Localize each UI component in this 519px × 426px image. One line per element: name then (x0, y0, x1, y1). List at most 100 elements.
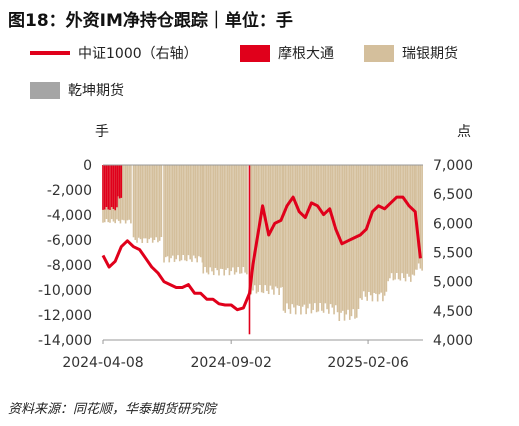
bar-瑞银期货 (362, 165, 365, 292)
bar-瑞银期货 (175, 165, 178, 260)
bar-瑞银期货 (185, 165, 188, 262)
bar-瑞银期货 (214, 165, 217, 268)
bar-瑞银期货 (253, 165, 256, 286)
bar-瑞银期货 (187, 165, 190, 256)
bar-瑞银期货 (153, 165, 156, 240)
bar-series-group (102, 165, 423, 335)
csi1000-line (101, 195, 422, 312)
bar-瑞银期货 (294, 165, 297, 315)
bar-瑞银期货 (130, 165, 132, 224)
bar-瑞银期货 (212, 165, 215, 276)
bar-瑞银期货 (198, 165, 200, 257)
bar-瑞银期货 (383, 165, 386, 296)
bar-瑞银期货 (199, 165, 202, 258)
bar-瑞银期货 (333, 165, 335, 315)
bar-瑞银期货 (192, 165, 195, 256)
bar-瑞银期货 (303, 165, 306, 305)
bar-瑞银期货 (314, 165, 316, 304)
bar-瑞银期货 (385, 165, 388, 292)
bar-瑞银期货 (300, 165, 302, 315)
bar-瑞银期货 (411, 165, 414, 275)
bar-瑞银期货 (368, 165, 370, 292)
bar-瑞银期货 (307, 165, 309, 309)
bar-瑞银期货 (286, 165, 288, 304)
bar-瑞银期货 (348, 165, 351, 320)
bar-瑞银期货 (182, 165, 185, 256)
bar-瑞银期货 (278, 165, 280, 295)
bar-瑞银期货 (317, 165, 320, 312)
bar-瑞银期货 (293, 165, 295, 308)
bar-瑞银期货 (158, 165, 161, 241)
bar-瑞银期货 (371, 165, 374, 302)
bar-瑞银期货 (177, 165, 179, 256)
right-axis-tick-label: 4,000 (433, 333, 473, 349)
bar-瑞银期货 (397, 165, 400, 280)
bar-瑞银期货 (281, 165, 284, 287)
bar-瑞银期货 (151, 165, 154, 243)
right-axis-tick-label: 5,000 (433, 275, 473, 291)
x-axis-tick-label: 2025-02-06 (327, 355, 408, 371)
bar-摩根大通 (112, 165, 115, 209)
bar-瑞银期货 (359, 165, 362, 299)
bar-瑞银期货 (387, 165, 389, 282)
bar-摩根大通 (102, 165, 104, 210)
bar-瑞银期货 (366, 165, 368, 301)
bar-瑞银期货 (389, 165, 391, 279)
left-axis-tick-label: 0 (83, 158, 92, 174)
source-note: 资料来源：同花顺，华泰期货研究院 (8, 402, 217, 417)
bar-瑞银期货 (205, 165, 208, 273)
right-axis-unit: 点 (457, 124, 471, 140)
bar-瑞银期货 (409, 165, 412, 282)
bar-摩根大通 (248, 165, 251, 335)
bar-瑞银期货 (244, 165, 246, 273)
legend-ruiyin: 瑞银期货 (364, 43, 458, 63)
bar-瑞银期货 (194, 165, 197, 259)
bar-瑞银期货 (401, 165, 403, 274)
bar-瑞银期货 (252, 165, 254, 291)
bar-摩根大通 (110, 165, 113, 208)
bar-瑞银期货 (375, 165, 377, 294)
bar-瑞银期货 (301, 165, 304, 307)
bar-摩根大通 (114, 165, 117, 211)
x-axis-tick-label: 2024-04-08 (62, 355, 143, 371)
left-axis-tick-label: -8,000 (47, 258, 92, 274)
bar-瑞银期货 (315, 165, 318, 313)
right-axis-tick-label: 6,500 (433, 187, 473, 203)
bar-瑞银期货 (233, 165, 236, 275)
bar-瑞银期货 (219, 165, 222, 269)
bar-瑞银期货 (380, 165, 382, 293)
bar-瑞银期货 (225, 165, 227, 270)
bar-瑞银期货 (178, 165, 181, 262)
bar-瑞银期货 (204, 165, 206, 268)
bar-瑞银期货 (168, 165, 171, 263)
bar-瑞银期货 (223, 165, 225, 276)
bar-瑞银期货 (345, 165, 348, 315)
bar-瑞银期货 (144, 165, 147, 239)
bar-瑞银期货 (322, 165, 325, 313)
bar-瑞银期货 (239, 165, 241, 274)
bar-瑞银期货 (228, 165, 231, 276)
bar-瑞银期货 (341, 165, 344, 311)
bar-瑞银期货 (399, 165, 402, 281)
bar-瑞银期货 (369, 165, 372, 296)
bar-瑞银期货 (291, 165, 294, 305)
bar-瑞银期货 (404, 165, 407, 282)
bar-瑞银期货 (296, 165, 299, 306)
x-axis-tick-label: 2024-09-02 (190, 355, 271, 371)
bar-瑞银期货 (338, 165, 341, 321)
bar-瑞银期货 (119, 165, 122, 224)
bar-瑞银期货 (141, 165, 144, 243)
bar-瑞银期货 (376, 165, 379, 302)
bar-瑞银期货 (260, 165, 263, 293)
bar-瑞银期货 (255, 165, 258, 294)
bar-摩根大通 (117, 165, 119, 197)
bar-瑞银期货 (305, 165, 307, 315)
left-axis-tick-label: -2,000 (47, 183, 92, 199)
left-axis-tick-label: -10,000 (38, 283, 92, 299)
bar-瑞银期货 (163, 165, 165, 263)
bar-瑞银期货 (164, 165, 167, 258)
bar-瑞银期货 (328, 165, 330, 314)
right-axis-tick-label: 6,000 (433, 216, 473, 232)
bar-瑞银期货 (394, 165, 396, 280)
bar-瑞银期货 (134, 165, 137, 240)
